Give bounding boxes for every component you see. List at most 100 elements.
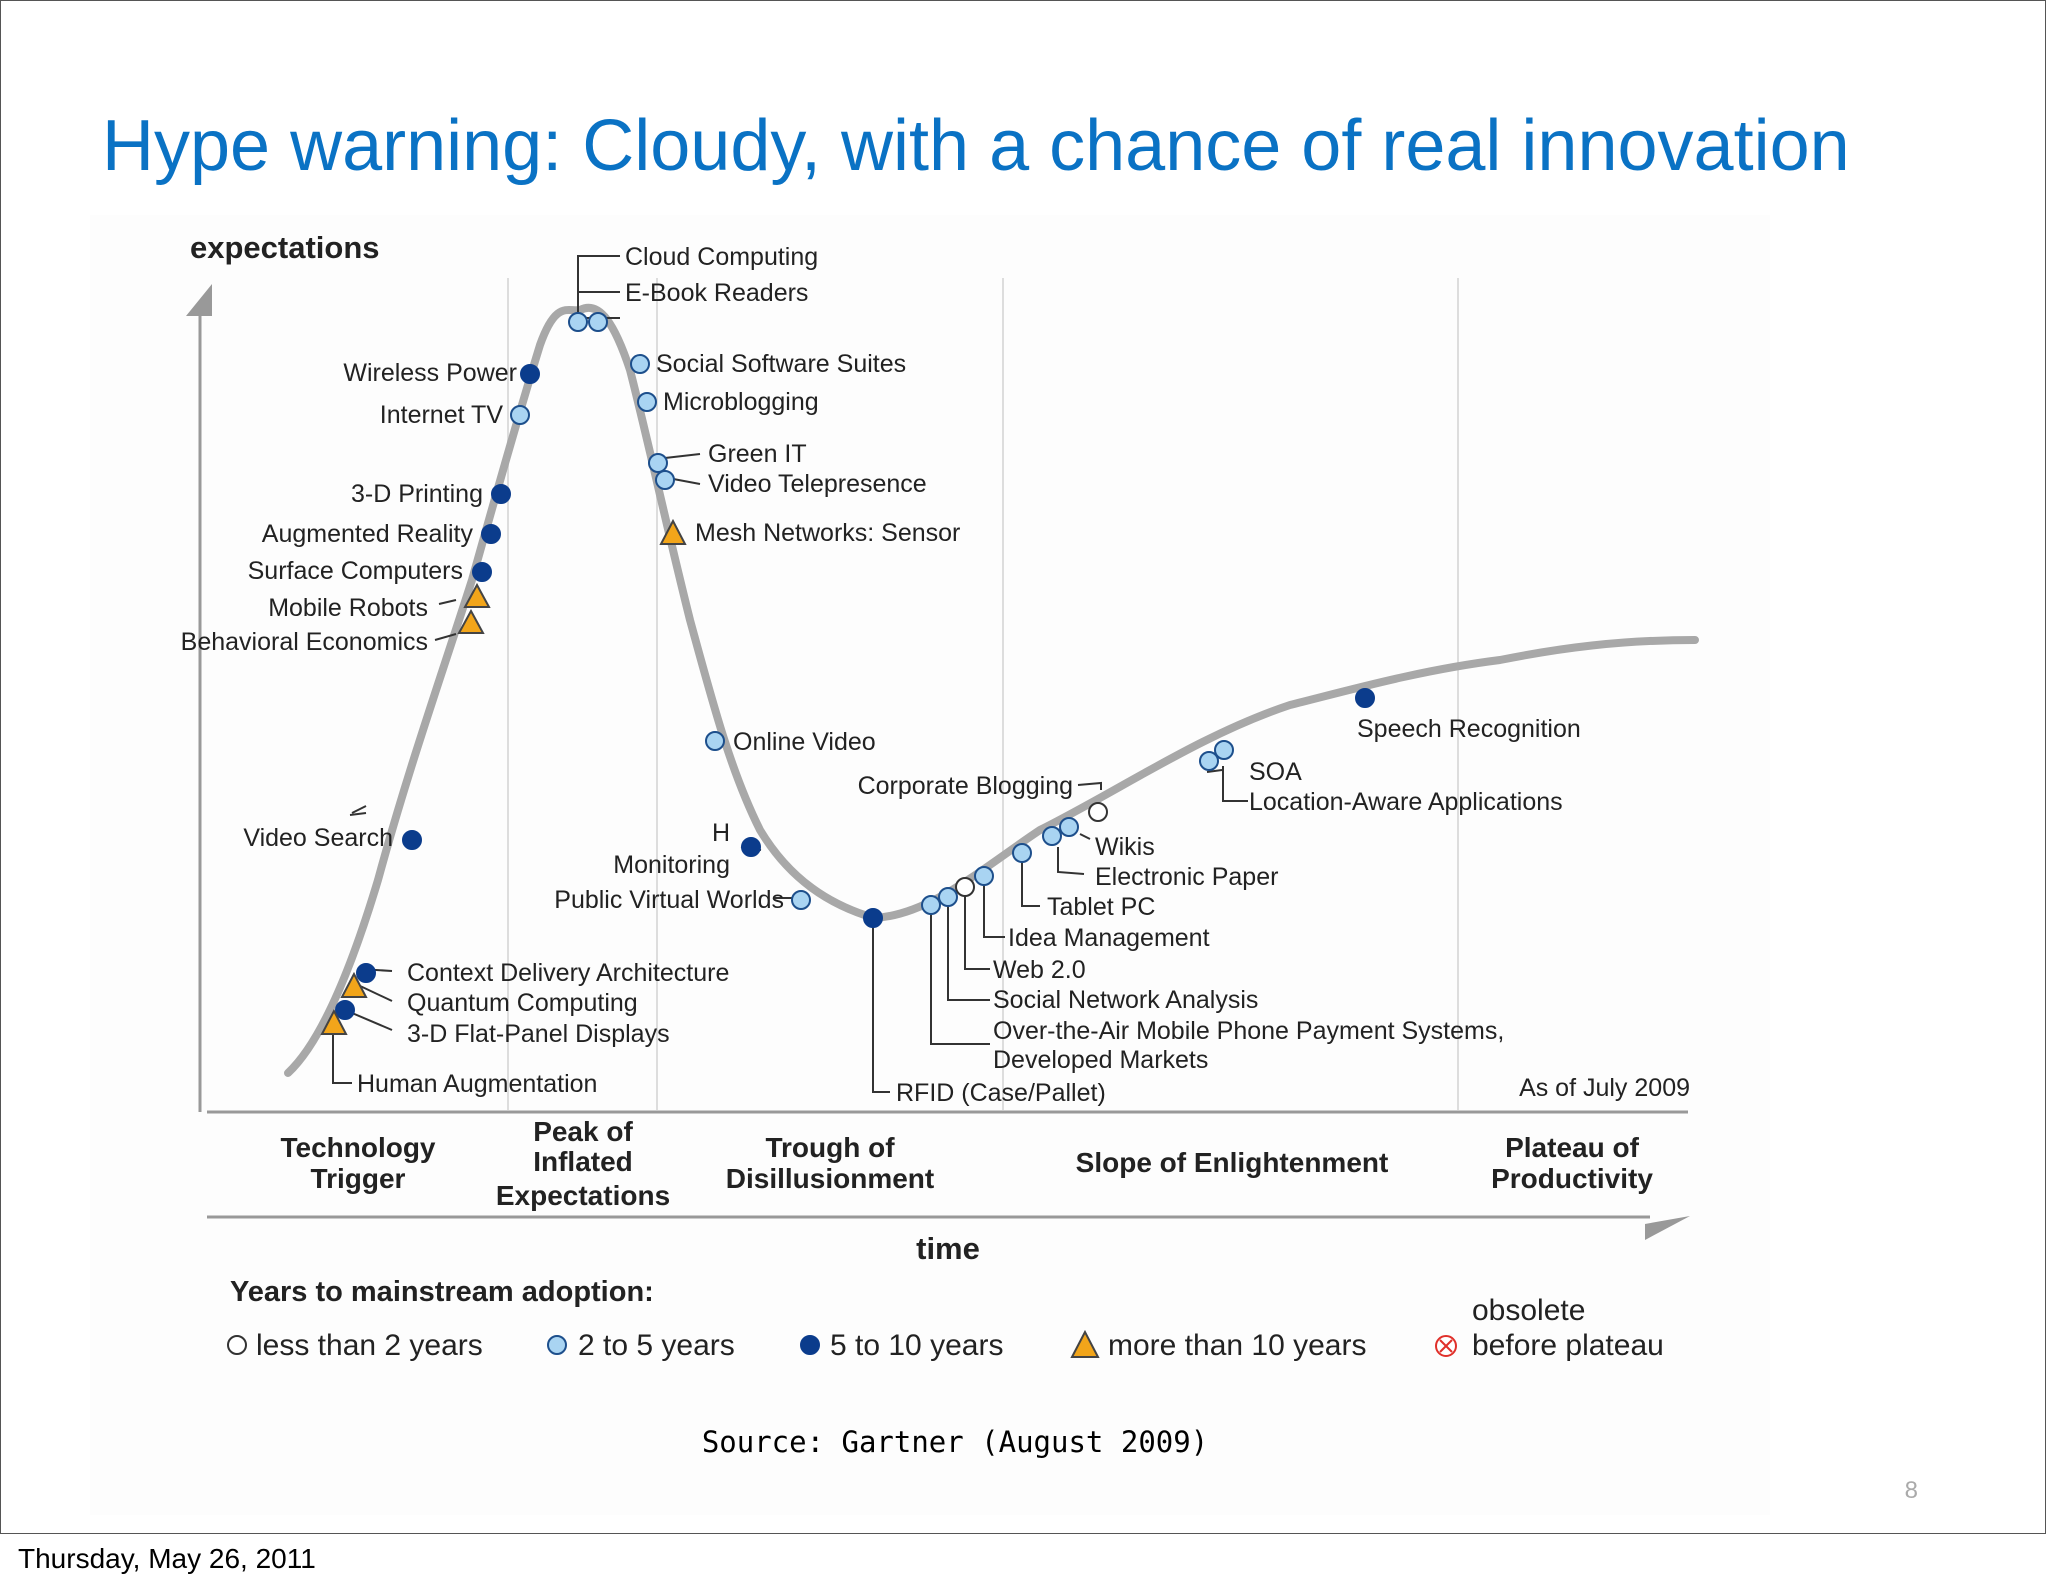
phase-label: Slope of Enlightenment bbox=[1076, 1147, 1389, 1178]
tech-label: Surface Computers bbox=[248, 557, 463, 585]
tech-label: Corporate Blogging bbox=[858, 772, 1073, 800]
marker-2-to-5-years bbox=[568, 312, 588, 332]
marker-more-than-10-years bbox=[457, 608, 485, 634]
x-axis-arrow bbox=[1645, 1216, 1690, 1240]
x-axis-label: time bbox=[916, 1231, 980, 1266]
leader-lines bbox=[332, 255, 1248, 1093]
figure-background bbox=[90, 215, 1770, 1515]
tech-label: Wikis bbox=[1095, 833, 1155, 861]
tech-label: 3-D Flat-Panel Displays bbox=[407, 1020, 670, 1048]
marker-less-than-2-years bbox=[955, 877, 975, 897]
tech-label: Web 2.0 bbox=[993, 956, 1086, 984]
tech-label: Social Software Suites bbox=[656, 350, 906, 378]
tech-label: Cloud Computing bbox=[625, 243, 818, 271]
tech-label: Monitoring bbox=[613, 851, 730, 879]
tech-label: Human Augmentation bbox=[357, 1070, 597, 1098]
legend-triangle-icon bbox=[1070, 1329, 1100, 1358]
hype-curve bbox=[284, 304, 1699, 1077]
marker-less-than-2-years bbox=[1088, 802, 1108, 822]
y-axis-arrow bbox=[186, 284, 212, 316]
tech-label: Behavioral Economics bbox=[181, 628, 428, 656]
phase-label: Plateau of bbox=[1505, 1132, 1639, 1163]
tech-label: H bbox=[712, 819, 730, 847]
tech-label: Electronic Paper bbox=[1095, 863, 1278, 891]
marker-5-to-10-years bbox=[356, 963, 376, 983]
legend-label: 2 to 5 years bbox=[578, 1329, 735, 1362]
marker-2-to-5-years bbox=[1199, 751, 1219, 771]
legend-label: obsolete bbox=[1472, 1294, 1585, 1327]
phase-label: Peak of bbox=[533, 1116, 633, 1147]
marker-5-to-10-years bbox=[520, 364, 540, 384]
phase-label: Technology bbox=[280, 1132, 435, 1163]
tech-label: 3-D Printing bbox=[351, 480, 483, 508]
tech-label: E-Book Readers bbox=[625, 279, 808, 307]
phase-label: Expectations bbox=[496, 1180, 670, 1211]
marker-2-to-5-years bbox=[938, 887, 958, 907]
tech-label: Speech Recognition bbox=[1357, 715, 1581, 743]
legend-light-circle-icon bbox=[547, 1335, 567, 1355]
marker-2-to-5-years bbox=[1012, 843, 1032, 863]
marker-5-to-10-years bbox=[481, 524, 501, 544]
marker-2-to-5-years bbox=[510, 405, 530, 425]
marker-2-to-5-years bbox=[648, 453, 668, 473]
marker-5-to-10-years bbox=[863, 908, 883, 928]
marker-5-to-10-years bbox=[335, 1000, 355, 1020]
page-number: 8 bbox=[1904, 1477, 1918, 1504]
tech-label: Quantum Computing bbox=[407, 989, 638, 1017]
tech-label: Mobile Robots bbox=[268, 594, 428, 622]
tech-label: RFID (Case/Pallet) bbox=[896, 1079, 1106, 1107]
legend-label: before plateau bbox=[1472, 1329, 1664, 1362]
slide-title: Hype warning: Cloudy, with a chance of r… bbox=[102, 106, 1850, 186]
tech-label: Green IT bbox=[708, 440, 807, 468]
footer-date: Thursday, May 26, 2011 bbox=[18, 1543, 316, 1574]
marker-2-to-5-years bbox=[588, 312, 608, 332]
marker-5-to-10-years bbox=[741, 837, 761, 857]
marker-2-to-5-years bbox=[705, 731, 725, 751]
phase-label: Disillusionment bbox=[726, 1163, 934, 1194]
legend-label: less than 2 years bbox=[256, 1329, 483, 1362]
marker-2-to-5-years bbox=[1042, 826, 1062, 846]
marker-2-to-5-years bbox=[655, 470, 675, 490]
phase-label: Productivity bbox=[1491, 1163, 1653, 1194]
as-of-label: As of July 2009 bbox=[1519, 1074, 1690, 1102]
legend-dark-circle-icon bbox=[800, 1335, 820, 1355]
technology-markers: Cloud Computing E-Book Readers Social So… bbox=[181, 243, 1690, 1107]
tech-label: Internet TV bbox=[380, 401, 504, 429]
legend-title: Years to mainstream adoption: bbox=[230, 1276, 654, 1308]
marker-5-to-10-years bbox=[1355, 688, 1375, 708]
tech-label: Augmented Reality bbox=[262, 520, 474, 548]
marker-5-to-10-years bbox=[472, 562, 492, 582]
tech-label: Developed Markets bbox=[993, 1046, 1208, 1074]
legend-obsolete-icon bbox=[1435, 1335, 1457, 1357]
tech-label: Wireless Power bbox=[343, 359, 517, 387]
marker-2-to-5-years bbox=[974, 866, 994, 886]
tech-label: Video Search bbox=[243, 824, 393, 852]
marker-more-than-10-years bbox=[320, 1008, 348, 1035]
tech-label: Mesh Networks: Sensor bbox=[695, 519, 960, 547]
phase-label: Trough of bbox=[765, 1132, 895, 1163]
tech-label: Online Video bbox=[733, 728, 876, 756]
marker-more-than-10-years bbox=[463, 582, 491, 608]
tech-label: Context Delivery Architecture bbox=[407, 959, 729, 987]
tech-label: Over-the-Air Mobile Phone Payment System… bbox=[993, 1017, 1504, 1045]
tech-label: Public Virtual Worlds bbox=[554, 886, 784, 914]
legend-label: more than 10 years bbox=[1108, 1329, 1366, 1362]
marker-more-than-10-years bbox=[659, 518, 687, 545]
y-axis-label: expectations bbox=[190, 230, 380, 265]
marker-more-than-10-years bbox=[340, 971, 368, 998]
legend-open-circle-icon bbox=[227, 1335, 247, 1355]
marker-2-to-5-years bbox=[791, 890, 811, 910]
legend-label: 5 to 10 years bbox=[830, 1329, 1003, 1362]
tech-label: Microblogging bbox=[663, 388, 819, 416]
tech-label: Idea Management bbox=[1008, 924, 1210, 952]
tech-label: Video Telepresence bbox=[708, 470, 927, 498]
marker-2-to-5-years bbox=[637, 392, 657, 412]
tech-label: Location-Aware Applications bbox=[1249, 788, 1563, 816]
marker-2-to-5-years bbox=[921, 895, 941, 915]
tech-label: Tablet PC bbox=[1047, 893, 1155, 921]
phase-label: Trigger bbox=[311, 1163, 406, 1194]
phase-label: Inflated bbox=[533, 1146, 633, 1177]
marker-5-to-10-years bbox=[491, 484, 511, 504]
tech-label: SOA bbox=[1249, 758, 1302, 786]
